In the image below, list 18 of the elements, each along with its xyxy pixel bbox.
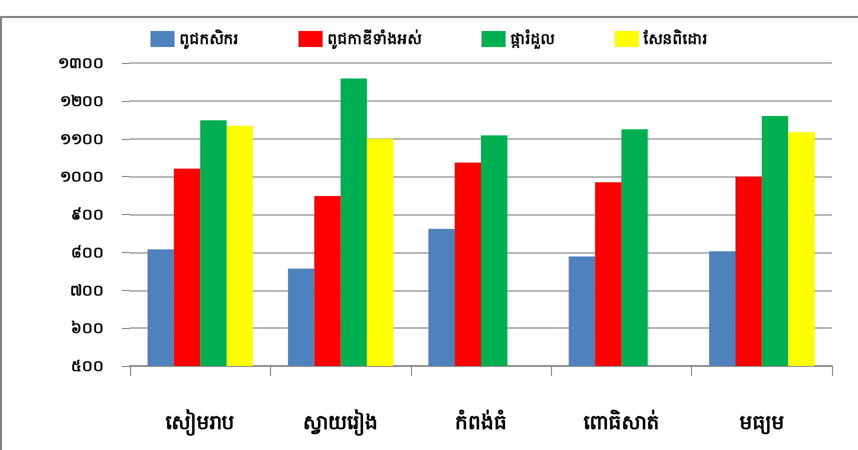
y-tick-label: ១១០០ bbox=[60, 130, 104, 148]
legend-label: ផ្ការំដួល bbox=[510, 29, 554, 50]
y-tick-label: ៧០០ bbox=[70, 281, 104, 300]
x-tick-label: ស្វាយរៀង bbox=[303, 409, 378, 436]
y-tick-label: ៨០០ bbox=[71, 243, 104, 262]
x-tick-label: កំពង់ធំ bbox=[455, 409, 507, 434]
x-tick-label: សៀមរាប bbox=[166, 409, 235, 436]
y-tick-label: ១០០០ bbox=[60, 168, 104, 186]
legend-label: ពូជកាឌីទាំងអស់ bbox=[328, 29, 422, 50]
y-tick-label: ១៣០០ bbox=[58, 54, 104, 72]
x-tick-label: មធ្យម bbox=[739, 410, 784, 435]
y-tick-label: ១២០០ bbox=[60, 92, 104, 110]
y-tick-label: ៥០០ bbox=[71, 357, 104, 375]
y-tick-label: ៦០០ bbox=[71, 319, 104, 338]
legend-label: ពូជកសិករ bbox=[180, 29, 238, 50]
y-tick-label: ៩០០ bbox=[71, 206, 104, 224]
legend-label: សែនពិដោរ bbox=[642, 29, 708, 48]
x-tick-label: ពោធិសាត់ bbox=[583, 409, 660, 434]
